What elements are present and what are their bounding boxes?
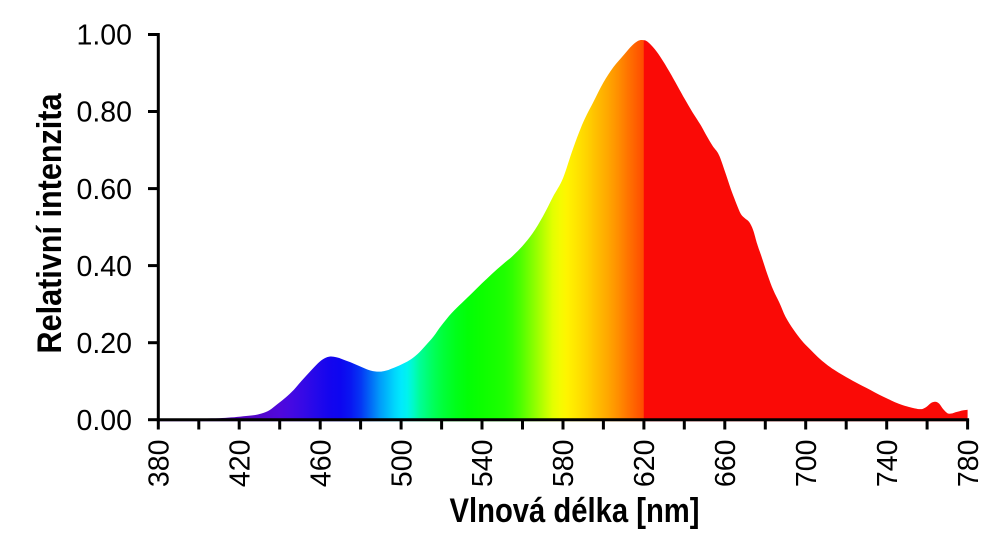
svg-text:580: 580 bbox=[548, 440, 580, 488]
svg-text:0.40: 0.40 bbox=[77, 251, 132, 283]
svg-text:Vlnová délka [nm]: Vlnová délka [nm] bbox=[450, 492, 700, 530]
svg-text:0.00: 0.00 bbox=[77, 405, 132, 437]
svg-text:460: 460 bbox=[305, 440, 337, 488]
svg-text:0.20: 0.20 bbox=[77, 328, 132, 360]
svg-text:500: 500 bbox=[386, 440, 418, 488]
svg-text:700: 700 bbox=[791, 440, 823, 488]
svg-text:Relativní intenzita: Relativní intenzita bbox=[31, 93, 69, 354]
svg-text:380: 380 bbox=[144, 440, 176, 488]
svg-text:0.60: 0.60 bbox=[77, 174, 132, 206]
svg-text:0.80: 0.80 bbox=[77, 97, 132, 129]
svg-text:1.00: 1.00 bbox=[77, 20, 132, 52]
svg-text:420: 420 bbox=[224, 440, 256, 488]
svg-text:660: 660 bbox=[710, 440, 742, 488]
svg-text:620: 620 bbox=[629, 440, 661, 488]
svg-text:780: 780 bbox=[953, 440, 985, 488]
svg-text:540: 540 bbox=[467, 440, 499, 488]
svg-text:740: 740 bbox=[872, 440, 904, 488]
